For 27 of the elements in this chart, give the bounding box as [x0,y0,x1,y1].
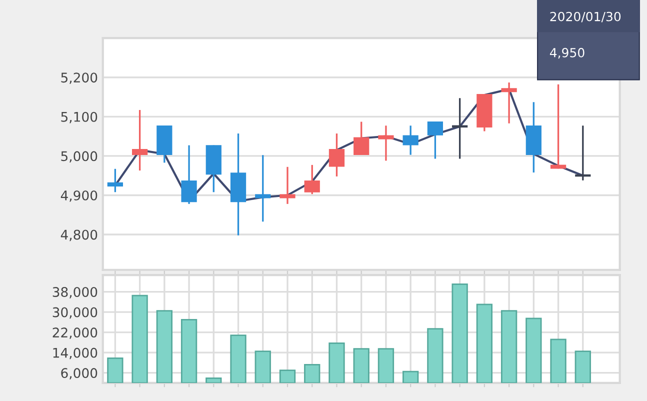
y-tick-label: 30,000 [52,307,98,319]
y-tick-label: 22,000 [52,328,98,339]
y-tick-label: 14,000 [53,348,98,360]
candlestick [280,166,296,204]
candlestick [354,122,370,156]
y-tick-label: 5,200 [61,72,98,84]
y-tick-label: 4,800 [60,230,98,242]
text: 2020/01/30 [550,12,621,22]
candlestick [304,164,320,194]
y-tick-label: 5,000 [61,151,98,162]
y-tick-label: 4,900 [60,190,98,202]
candlestick [255,155,271,222]
y-tick-label: 6,000 [61,368,98,380]
candlestick [378,126,394,161]
candlestick [132,110,148,171]
candlestick [550,84,566,169]
candlestick [452,98,468,159]
candlestick [181,145,197,204]
annotation: 4,950 [550,48,584,59]
candlestick [107,168,123,192]
candlestick [427,122,444,159]
y-tick-label: 38,000 [52,287,98,298]
candlestick [402,126,418,155]
candlestick [328,134,345,176]
candlestick [575,126,591,180]
y-tick-label: 5,100 [61,112,98,124]
candlestick [501,82,517,124]
